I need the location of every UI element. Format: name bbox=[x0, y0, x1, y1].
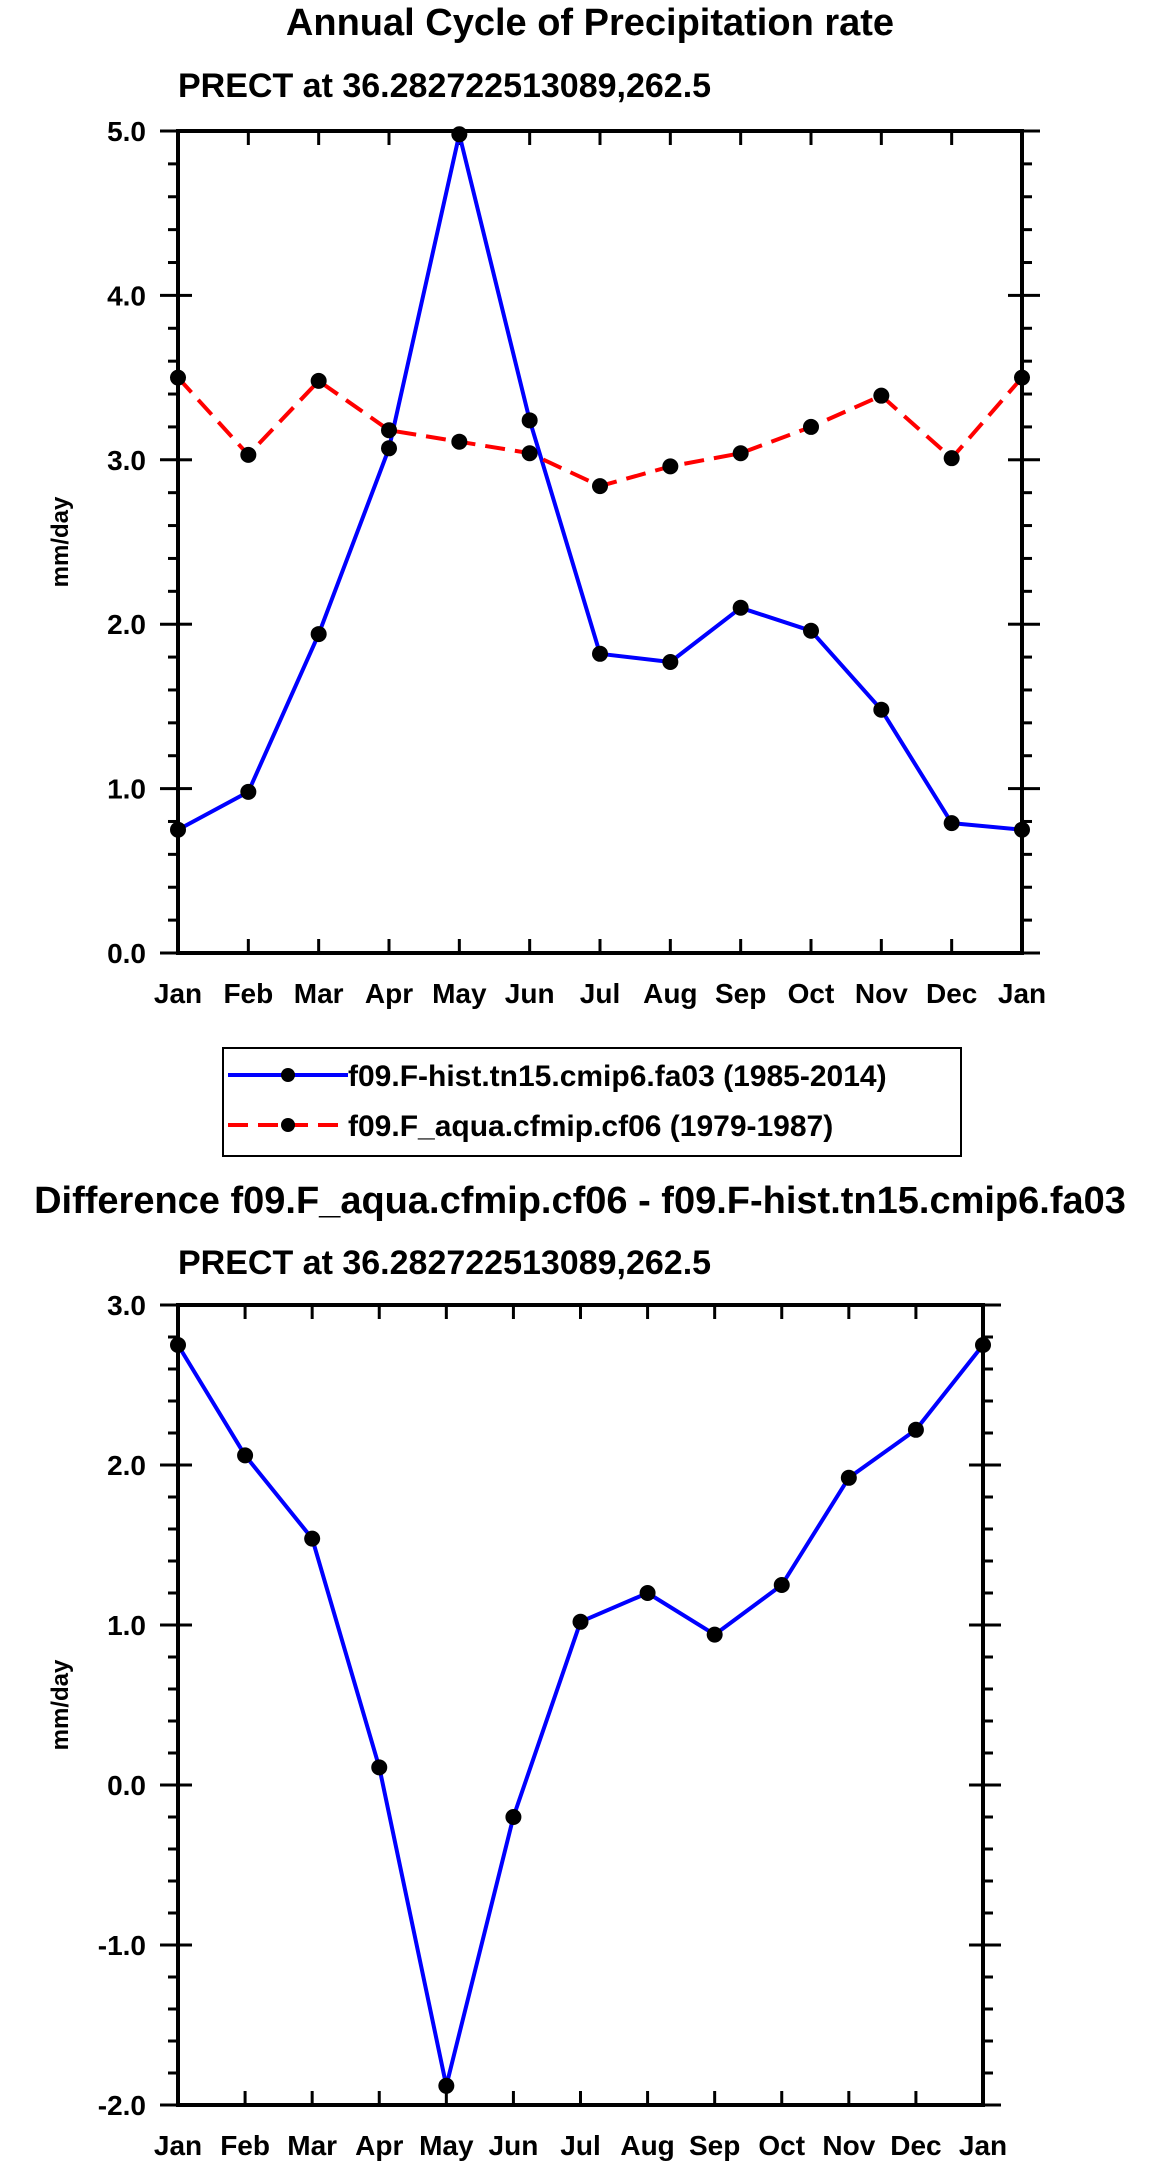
legend-label-series-2: f09.F_aqua.cfmip.cf06 (1979-1987) bbox=[348, 1110, 833, 1143]
chart1-x-tick-label: Nov bbox=[855, 978, 908, 1009]
chart1-series-2-point bbox=[170, 369, 186, 386]
chart2-title: Difference f09.F_aqua.cfmip.cf06 - f09.F… bbox=[34, 1180, 1126, 1222]
chart1-y-tick-label: 3.0 bbox=[107, 445, 146, 476]
chart1-x-tick-label: Dec bbox=[926, 978, 977, 1009]
chart2-series-1-point bbox=[170, 1337, 186, 1353]
chart1-series-2-line bbox=[176, 376, 1024, 489]
chart1-y-tick-label: 1.0 bbox=[107, 774, 146, 805]
chart1-series-2-point bbox=[381, 422, 397, 439]
chart2-y-tick-label: 3.0 bbox=[107, 1290, 146, 1321]
chart1-title: Annual Cycle of Precipitation rate bbox=[286, 2, 894, 44]
chart2-series-1-point bbox=[706, 1626, 723, 1643]
chart1-x-tick-label: May bbox=[432, 978, 487, 1009]
chart2-x-tick-label: Mar bbox=[287, 2130, 337, 2161]
chart2-x-tick-label: Jan bbox=[959, 2130, 1007, 2161]
chart1-series-1-point bbox=[873, 701, 890, 718]
chart1-y-axis-label: mm/day bbox=[47, 496, 74, 587]
chart2-series-1-line bbox=[176, 1343, 985, 2088]
chart1-legend: f09.F-hist.tn15.cmip6.fa03 (1985-2014) f… bbox=[222, 1047, 962, 1157]
chart1-series-2-point bbox=[240, 446, 257, 463]
chart1-series-1-point bbox=[803, 622, 819, 639]
chart2-x-tick-label: Aug bbox=[620, 2130, 674, 2161]
legend-label-series-1: f09.F-hist.tn15.cmip6.fa03 (1985-2014) bbox=[348, 1060, 887, 1093]
chart2-x-tick-label: May bbox=[419, 2130, 474, 2161]
chart2-series-1-point bbox=[907, 1421, 924, 1438]
chart2-frame bbox=[176, 1303, 985, 2107]
chart1-series-1-point bbox=[381, 440, 397, 457]
chart2-subtitle: PRECT at 36.282722513089,262.5 bbox=[178, 1244, 711, 1282]
chart1-series-2-point bbox=[310, 372, 327, 389]
chart2-y-tick-label: -2.0 bbox=[98, 2090, 146, 2121]
chart1-y-tick-label: 2.0 bbox=[107, 609, 146, 640]
chart2-series-1-point bbox=[773, 1577, 790, 1593]
chart1-series-2-point bbox=[451, 433, 468, 450]
chart2-x-tick-label: Jan bbox=[154, 2130, 202, 2161]
legend-marker-series-1 bbox=[281, 1068, 295, 1082]
chart2-series-1-point bbox=[975, 1337, 991, 1353]
chart2-x-tick-label: Jul bbox=[560, 2130, 600, 2161]
chart2-series-1-point bbox=[505, 1809, 522, 1825]
chart2-x-tick-label: Sep bbox=[689, 2130, 740, 2161]
chart1-subtitle: PRECT at 36.282722513089,262.5 bbox=[178, 67, 711, 105]
chart1-x-tick-label: Jan bbox=[154, 978, 202, 1009]
chart1-x-tick-label: Oct bbox=[788, 978, 835, 1009]
chart1-x-tick-label: Jan bbox=[998, 978, 1046, 1009]
chart1-series-2-point bbox=[803, 418, 819, 435]
chart2-x-tick-label: Apr bbox=[355, 2130, 403, 2161]
chart2-series-1-point bbox=[371, 1759, 388, 1776]
chart2-y-tick-label: -1.0 bbox=[98, 1930, 146, 1961]
chart2-x-tick-label: Jun bbox=[489, 2130, 539, 2161]
chart1-x-tick-label: Jun bbox=[505, 978, 555, 1009]
chart2-y-axis-label: mm/day bbox=[47, 1659, 74, 1750]
chart1-x-tick-label: Mar bbox=[294, 978, 344, 1009]
chart1-series-2-point bbox=[592, 478, 608, 495]
chart1-x-tick-label: Jul bbox=[580, 978, 620, 1009]
chart1-series-1-point bbox=[592, 645, 608, 662]
chart1-series-1-point bbox=[943, 815, 960, 832]
chart2-series-1-point bbox=[304, 1530, 321, 1547]
chart1-series-2-point bbox=[732, 445, 749, 462]
chart1-series-2-point bbox=[943, 450, 960, 467]
chart2-y-tick-label: 0.0 bbox=[107, 1770, 146, 1801]
chart2-series-1-point bbox=[237, 1447, 254, 1464]
chart1-series-1-point bbox=[170, 821, 186, 838]
chart2-x-tick-label: Dec bbox=[890, 2130, 941, 2161]
chart2-series-1-point bbox=[840, 1469, 857, 1486]
chart1-series-1-point bbox=[662, 654, 679, 671]
chart1-x-tick-label: Aug bbox=[643, 978, 697, 1009]
chart2-series-1-point bbox=[438, 2077, 455, 2094]
chart1-y-tick-label: 5.0 bbox=[107, 116, 146, 147]
chart2-x-tick-label: Nov bbox=[822, 2130, 875, 2161]
chart1-x-tick-label: Feb bbox=[223, 978, 273, 1009]
chart1-series-2-point bbox=[873, 387, 890, 404]
chart1-x-tick-label: Sep bbox=[715, 978, 766, 1009]
legend-marker-series-2 bbox=[281, 1118, 295, 1132]
chart1-series-1-point bbox=[310, 626, 327, 643]
chart1-x-tick-label: Apr bbox=[365, 978, 413, 1009]
chart2-series-1-point bbox=[572, 1613, 589, 1630]
chart1-series-1-point bbox=[1014, 821, 1030, 838]
chart2-x-tick-label: Oct bbox=[758, 2130, 805, 2161]
chart2-y-tick-label: 1.0 bbox=[107, 1610, 146, 1641]
chart1-series-2-point bbox=[1014, 369, 1030, 386]
chart2-y-tick-label: 2.0 bbox=[107, 1450, 146, 1481]
chart1-series-1-point bbox=[451, 126, 468, 143]
chart1-series-1-point bbox=[521, 412, 538, 429]
chart2-x-tick-label: Feb bbox=[220, 2130, 270, 2161]
chart1-plot-area: Jan Feb Mar Apr May Jun Jul Aug Sep Oct Nov Dec Jan 0… bbox=[107, 116, 1046, 1009]
chart1-y-tick-label: 4.0 bbox=[107, 280, 146, 311]
chart1-series-2-point bbox=[521, 445, 538, 462]
legend-box bbox=[222, 1047, 962, 1157]
chart1-frame bbox=[176, 129, 1024, 955]
chart1-series-2-point bbox=[662, 458, 679, 475]
chart1-series-1-point bbox=[240, 783, 257, 800]
chart2-plot-area: Jan Feb Mar Apr May Jun Jul Aug Sep Oct Nov Dec Jan-… bbox=[98, 1290, 1007, 2161]
chart1-series-1-point bbox=[732, 599, 749, 616]
chart1-y-tick-label: 0.0 bbox=[107, 938, 146, 969]
chart2-series-1-point bbox=[639, 1585, 656, 1601]
